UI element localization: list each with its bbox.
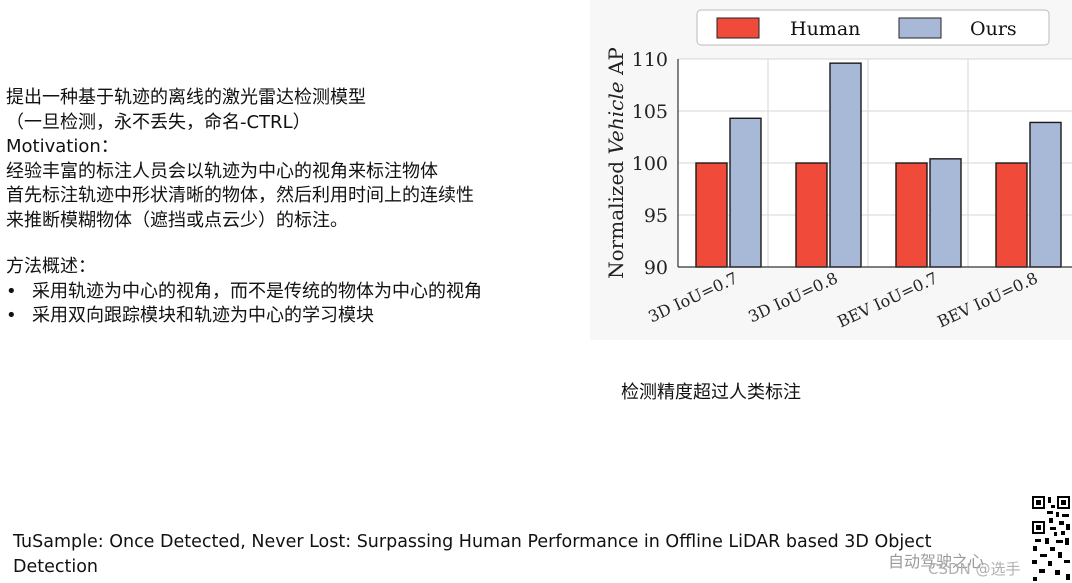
- bar-chart: 90 95 100 105 110 3D IoU=0.7 3D IoU=0.8 BEV IoU…: [590, 0, 1072, 340]
- method-label: 方法概述：: [6, 256, 96, 277]
- motivation-line: 首先标注轨迹中形状清晰的物体，然后利用时间上的连续性: [6, 185, 474, 206]
- qr-code: [1030, 494, 1072, 583]
- bar-ours-2: [829, 62, 862, 268]
- method-bullet-text: 采用双向跟踪模块和轨迹为中心的学习模块: [32, 305, 374, 326]
- y-tick-label: 100: [632, 153, 668, 175]
- slide-text-block: 提出一种基于轨迹的离线的激光雷达检测模型 （一旦检测，永不丢失，命名-CTRL）…: [6, 86, 581, 329]
- method-bullet-text: 采用轨迹为中心的视角，而不是传统的物体为中心的视角: [32, 280, 482, 302]
- intro-line: （一旦检测，永不丢失，命名-CTRL）: [6, 111, 311, 133]
- legend: Human Ours: [696, 9, 1050, 46]
- bar-ours-3: [929, 158, 962, 268]
- bar-ours-1: [729, 117, 762, 268]
- y-tick-label: 105: [632, 101, 668, 123]
- watermark: 自动驾驶之心: [888, 552, 985, 571]
- method-bullet: • 采用双向跟踪模块和轨迹为中心的学习模块: [6, 304, 581, 329]
- intro-line: 提出一种基于轨迹的离线的激光雷达检测模型: [6, 87, 366, 108]
- legend-swatch-ours: [898, 17, 942, 39]
- motivation-line: 经验丰富的标注人员会以轨迹为中心的视角来标注物体: [6, 160, 438, 182]
- legend-swatch-human: [716, 17, 760, 39]
- y-tick-label: 110: [632, 49, 668, 71]
- bar-human-3: [895, 162, 928, 268]
- chart-caption: 检测精度超过人类标注: [621, 382, 801, 403]
- y-tick-label: 95: [644, 205, 668, 227]
- paper-reference: TuSample: Once Detected, Never Lost: Sur…: [13, 532, 932, 577]
- bar-ours-4: [1029, 121, 1062, 268]
- bullet-marker: •: [6, 280, 17, 302]
- bar-human-1: [695, 162, 728, 268]
- legend-label-ours: Ours: [970, 18, 1017, 40]
- qr-code-image: [1030, 494, 1072, 583]
- legend-label-human: Human: [790, 18, 860, 40]
- method-bullet: • 采用轨迹为中心的视角，而不是传统的物体为中心的视角: [6, 280, 581, 305]
- motivation-label: Motivation：: [6, 136, 119, 157]
- bar-human-2: [795, 162, 828, 268]
- bar-human-4: [995, 162, 1028, 268]
- y-axis-label: Normalized Vehicle AP: [604, 47, 628, 279]
- y-tick-label: 90: [644, 257, 668, 279]
- csdn-watermark: CSDN @选手: [928, 560, 1021, 578]
- motivation-line: 来推断模糊物体（遮挡或点云少）的标注。: [6, 209, 348, 231]
- bullet-marker: •: [6, 305, 17, 326]
